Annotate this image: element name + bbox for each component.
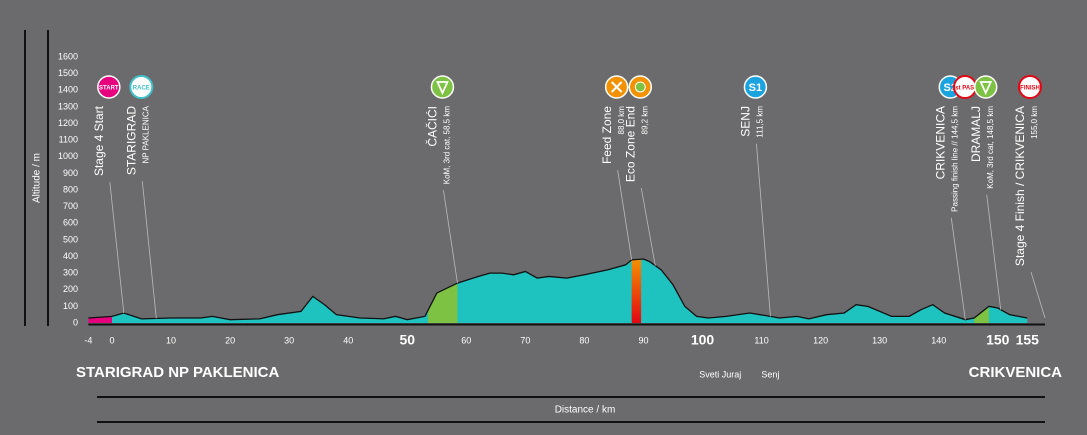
marker-icon — [97, 75, 121, 99]
marker-sublabel: Passing finish line // 144,5 km — [950, 106, 959, 212]
x-tick-label: 20 — [225, 335, 235, 345]
y-tick-label: 100 — [63, 301, 78, 311]
y-tick-label: 1400 — [58, 85, 78, 95]
marker: START Stage 4 Start — [92, 75, 125, 314]
x-tick-label: 10 — [166, 335, 176, 345]
feed-icon — [610, 81, 623, 93]
y-tick-label: 0 — [73, 317, 78, 327]
marker-icon-label: START — [99, 86, 119, 92]
marker-sublabel: 111,5 km — [756, 106, 765, 138]
y-tick-label: 300 — [63, 268, 78, 278]
marker-label: Feed Zone — [600, 106, 614, 164]
y-tick-label: 400 — [63, 251, 78, 261]
place-label: Senj — [761, 369, 779, 379]
x-tick-label: 130 — [872, 335, 887, 345]
x-tick-label: 60 — [461, 335, 471, 345]
marker-label: Stage 4 Finish / CRIKVENICA — [1013, 106, 1027, 266]
leader-line — [443, 190, 458, 284]
y-tick-label: 1600 — [58, 51, 78, 61]
marker: RACE STARIGRAD NP PAKLENICA — [124, 75, 157, 319]
kom-icon — [436, 81, 449, 96]
kom-icon — [979, 81, 993, 96]
y-tick-label: 700 — [63, 201, 78, 211]
y-tick-label: 1300 — [58, 101, 78, 111]
x-tick-label: 155 — [1016, 332, 1040, 348]
x-tick-label: 50 — [399, 332, 415, 348]
marker-label: DRAMALJ — [969, 106, 983, 162]
x-tick-label: 150 — [986, 332, 1010, 348]
x-tick-label: 80 — [579, 335, 589, 345]
x-axis-label: Distance / km — [555, 405, 616, 416]
leader-line — [950, 217, 966, 320]
y-tick-label: 1000 — [58, 151, 78, 161]
leader-line — [1030, 271, 1046, 319]
marker-icon-label: FINISH — [1020, 86, 1040, 92]
marker-label: CRIKVENICA — [933, 106, 947, 179]
marker-icon-label: S1 — [749, 82, 762, 94]
marker-sublabel: NP PAKLENICA — [141, 105, 150, 163]
highlight-segment — [427, 283, 458, 323]
x-tick-label: -4 — [84, 335, 92, 345]
y-tick-label: 1200 — [58, 118, 78, 128]
marker: Eco Zone End 89,2 km — [623, 75, 656, 266]
marker-icon-label: 1st PASS — [952, 86, 978, 92]
marker-sublabel: 155,0 km — [1030, 106, 1039, 139]
marker-sublabel: 89,2 km — [640, 106, 649, 135]
leader-line — [617, 169, 633, 260]
x-tick-label: 110 — [754, 335, 768, 345]
marker-label: Stage 4 Start — [92, 105, 106, 176]
x-tick-label: 30 — [284, 335, 294, 345]
y-tick-label: 900 — [63, 168, 78, 178]
x-tick-label: 100 — [691, 332, 715, 348]
marker-icon — [743, 75, 768, 99]
y-tick-label: 1100 — [59, 135, 78, 145]
leader-line — [986, 194, 1002, 310]
y-tick-label: 1500 — [58, 68, 78, 78]
leader-line — [756, 143, 771, 317]
place-label: CRIKVENICA — [969, 364, 1063, 381]
profile-line — [88, 258, 1028, 321]
marker: FINISH Stage 4 Finish / CRIKVENICA 155,0 k… — [1013, 75, 1046, 319]
x-tick-label: 70 — [520, 335, 530, 345]
x-tick-label: 120 — [813, 335, 828, 345]
y-tick-label: 600 — [63, 218, 78, 228]
marker-sublabel: 88,0 km — [617, 106, 626, 135]
place-label: Sveti Juraj — [699, 369, 741, 379]
leader-line — [109, 182, 125, 314]
y-tick-label: 500 — [63, 234, 78, 244]
marker-icon — [129, 75, 154, 99]
highlight-segment — [631, 259, 642, 323]
eco-icon — [634, 81, 646, 93]
marker: DRAMALJ KoM, 3rd cat, 148,5 km — [969, 75, 1002, 310]
marker-label: ČAČIĆI — [425, 106, 440, 147]
place-label: STARIGRAD NP PAKLENICA — [76, 364, 280, 381]
marker-sublabel: KoM, 3rd cat, 58,5 km — [443, 106, 452, 185]
leader-line — [141, 181, 157, 319]
x-tick-label: 0 — [110, 335, 115, 345]
marker-sublabel: KoM, 3rd cat, 148,5 km — [986, 106, 995, 189]
highlight-segment — [974, 306, 989, 323]
marker: S1 SENJ 111,5 km — [739, 75, 771, 317]
y-axis-label: Altitude / m — [32, 153, 43, 203]
marker-icon — [1018, 75, 1042, 99]
marker-icon-label: RACE — [133, 86, 150, 92]
leader-line — [640, 187, 656, 266]
marker-label: STARIGRAD — [124, 106, 138, 175]
x-tick-label: 90 — [638, 335, 648, 345]
marker-label: Eco Zone End — [623, 106, 637, 182]
y-tick-label: 200 — [63, 284, 78, 294]
y-tick-label: 800 — [63, 184, 78, 194]
marker: Feed Zone 88,0 km — [600, 75, 633, 260]
marker: ČAČIĆI KoM, 3rd cat, 58,5 km — [425, 75, 458, 284]
x-tick-label: 140 — [931, 335, 946, 345]
marker-label: SENJ — [739, 106, 753, 137]
profile-area — [88, 258, 1028, 323]
x-tick-label: 40 — [343, 335, 353, 345]
